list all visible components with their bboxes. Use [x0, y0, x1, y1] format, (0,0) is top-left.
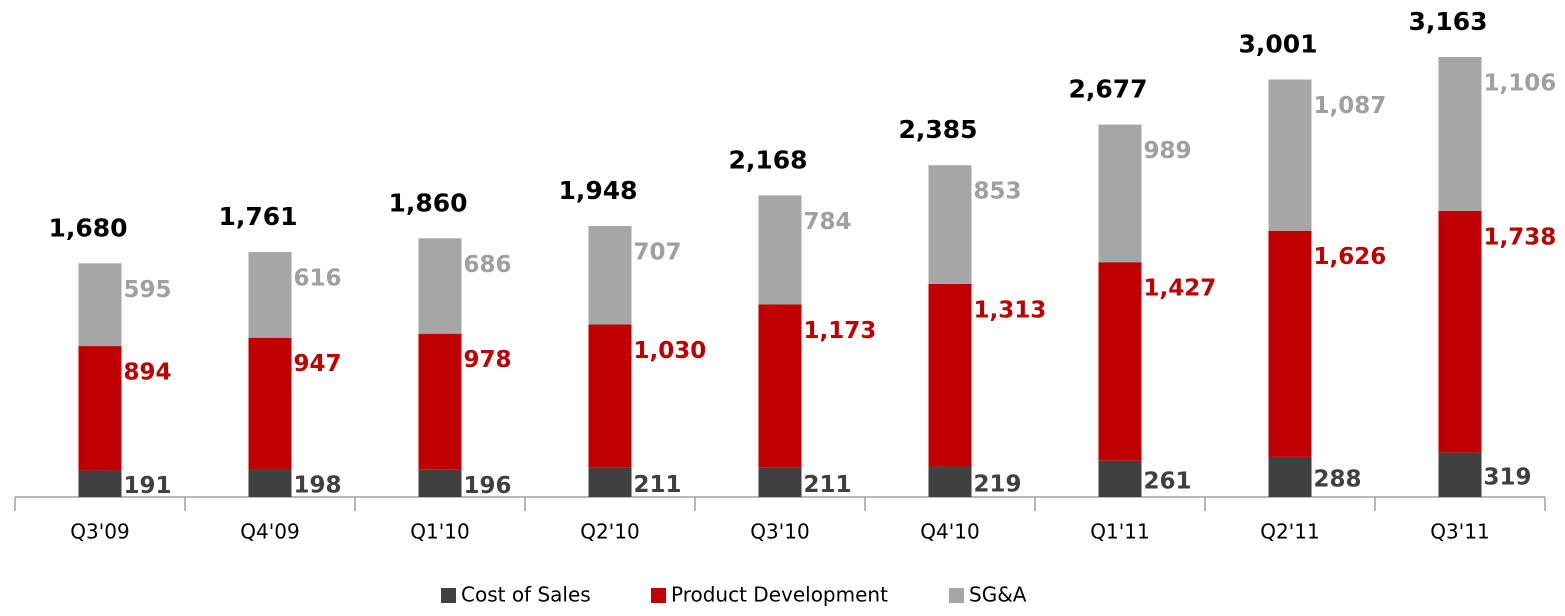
bar-segment — [418, 238, 462, 334]
bar-segment — [758, 304, 802, 468]
x-tick-label: Q3'10 — [750, 520, 809, 544]
total-label: 1,948 — [558, 176, 637, 205]
x-tick-label: Q4'09 — [240, 520, 299, 544]
data-label: 989 — [1144, 138, 1192, 164]
bar-segment — [1438, 452, 1482, 497]
bar-segment — [928, 165, 972, 284]
x-tick-label: Q1'10 — [410, 520, 469, 544]
data-label: 196 — [464, 473, 512, 499]
bar-segment — [1438, 210, 1482, 453]
data-label: 1,626 — [1314, 244, 1387, 270]
data-label: 1,106 — [1484, 71, 1557, 97]
data-label: 288 — [1314, 466, 1362, 492]
data-label: 595 — [124, 277, 172, 303]
bar-segment — [78, 346, 122, 471]
bar-segment — [928, 283, 972, 467]
legend-label: Cost of Sales — [461, 583, 591, 607]
data-label: 319 — [1484, 464, 1532, 490]
data-label: 784 — [804, 209, 852, 235]
data-label: 616 — [294, 266, 342, 292]
bar-segment — [588, 226, 632, 325]
legend-swatch — [949, 588, 964, 603]
bar-segment — [248, 337, 292, 470]
bar-segment — [758, 195, 802, 305]
total-label: 3,163 — [1408, 7, 1487, 36]
data-label: 261 — [1144, 468, 1192, 494]
bar-segment — [418, 469, 462, 497]
x-tick-label: Q4'10 — [920, 520, 979, 544]
data-label: 978 — [464, 347, 512, 373]
legend-swatch — [651, 588, 666, 603]
bar-segment — [1098, 262, 1142, 461]
data-label: 1,427 — [1144, 276, 1217, 302]
data-label: 198 — [294, 473, 342, 499]
legend-swatch — [441, 588, 456, 603]
bar-segment — [1268, 456, 1312, 497]
legend-label: SG&A — [969, 583, 1027, 607]
total-label: 1,680 — [48, 213, 127, 242]
data-label: 894 — [124, 360, 172, 386]
data-label: 191 — [124, 473, 172, 499]
data-label: 1,313 — [974, 297, 1047, 323]
bar-segment — [418, 333, 462, 470]
bar-segment — [248, 252, 292, 338]
bar-segment — [1098, 124, 1142, 263]
bar-segment — [758, 467, 802, 497]
data-label: 211 — [634, 472, 682, 498]
bar-segment — [928, 466, 972, 497]
bar-segment — [1268, 230, 1312, 457]
data-label: 707 — [634, 240, 682, 266]
bar-segment — [78, 263, 122, 347]
total-label: 2,168 — [728, 145, 807, 174]
total-label: 1,860 — [388, 188, 467, 217]
bar-segment — [248, 469, 292, 497]
bar-segment — [1438, 57, 1482, 211]
x-tick-label: Q2'11 — [1260, 520, 1319, 544]
data-label: 947 — [294, 351, 342, 377]
bar-segment — [1268, 79, 1312, 231]
x-tick-label: Q3'09 — [70, 520, 129, 544]
x-tick-label: Q1'11 — [1090, 520, 1149, 544]
x-tick-label: Q2'10 — [580, 520, 639, 544]
bar-segment — [78, 470, 122, 497]
total-label: 2,677 — [1068, 75, 1147, 104]
bar-segment — [1098, 460, 1142, 497]
total-label: 2,385 — [898, 115, 977, 144]
data-label: 1,738 — [1484, 224, 1557, 250]
x-tick-label: Q3'11 — [1430, 520, 1489, 544]
total-label: 3,001 — [1238, 30, 1317, 59]
data-label: 686 — [464, 252, 512, 278]
bar-segment — [588, 467, 632, 497]
legend-label: Product Development — [671, 583, 888, 607]
data-label: 1,173 — [804, 318, 877, 344]
total-label: 1,761 — [218, 202, 297, 231]
data-label: 1,030 — [634, 338, 707, 364]
bar-segment — [588, 324, 632, 468]
data-label: 1,087 — [1314, 93, 1387, 119]
data-label: 211 — [804, 472, 852, 498]
data-label: 219 — [974, 471, 1022, 497]
data-label: 853 — [974, 179, 1022, 205]
